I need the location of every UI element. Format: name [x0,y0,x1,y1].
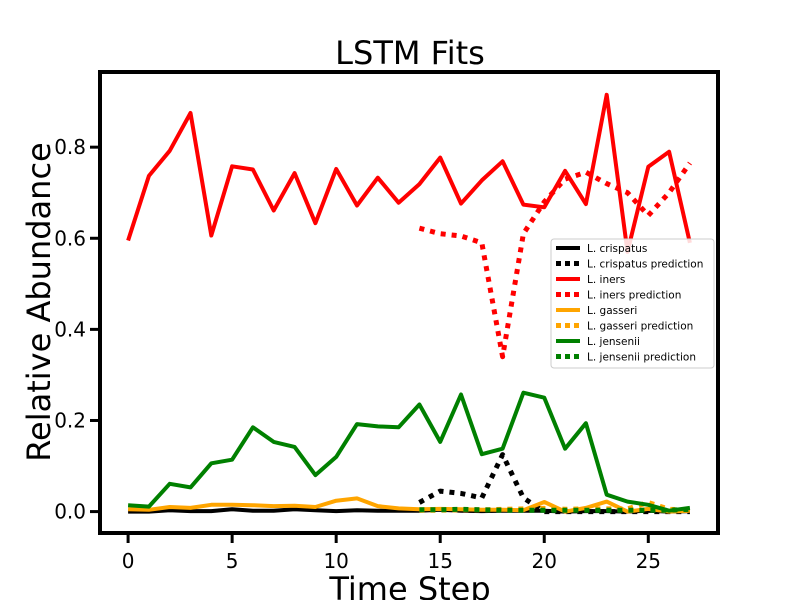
legend-label-l-jensenii: L. jensenii [587,336,640,348]
series-line-l-gasseri [128,496,690,514]
legend-label-l-crispatus-prediction: L. crispatus prediction [587,259,703,271]
series-line-l-jensenii-prediction [419,506,691,513]
x-tick-label: 20 [532,549,557,573]
legend-label-l-iners-prediction: L. iners prediction [587,290,681,302]
x-tick-label: 15 [427,549,452,573]
x-axis-label: Time Step [328,570,490,600]
legend-box [550,238,715,369]
legend-label-l-jensenii-prediction: L. jensenii prediction [587,352,696,364]
series-line-l-iners [126,92,692,254]
legend-label-l-iners: L. iners [587,274,625,286]
y-tick-label: 0.8 [54,135,86,159]
series-line-l-crispatus-prediction [418,452,690,515]
series-line-l-iners-prediction [418,161,692,360]
x-tick-label: 10 [323,549,348,573]
legend-label-l-crispatus: L. crispatus [587,243,647,255]
series-line-l-jensenii [127,390,691,513]
y-tick-label: 0.0 [54,500,86,524]
y-axis-label: Relative Abundance [20,142,58,461]
legend-label-l-gasseri-prediction: L. gasseri prediction [587,321,693,333]
plot-frame [98,70,720,535]
y-tick-label: 0.4 [54,317,86,341]
chart-title: LSTM Fits [335,34,485,72]
y-tick-label: 0.6 [54,226,86,250]
series-layer [126,92,692,515]
x-tick-label: 5 [226,549,239,573]
x-tick-label: 0 [122,549,135,573]
y-tick-label: 0.2 [54,408,86,432]
legend-label-l-gasseri: L. gasseri [587,305,637,317]
x-tick-label: 25 [636,549,661,573]
legend: L. crispatus L. crispatus prediction L. in… [550,238,715,369]
